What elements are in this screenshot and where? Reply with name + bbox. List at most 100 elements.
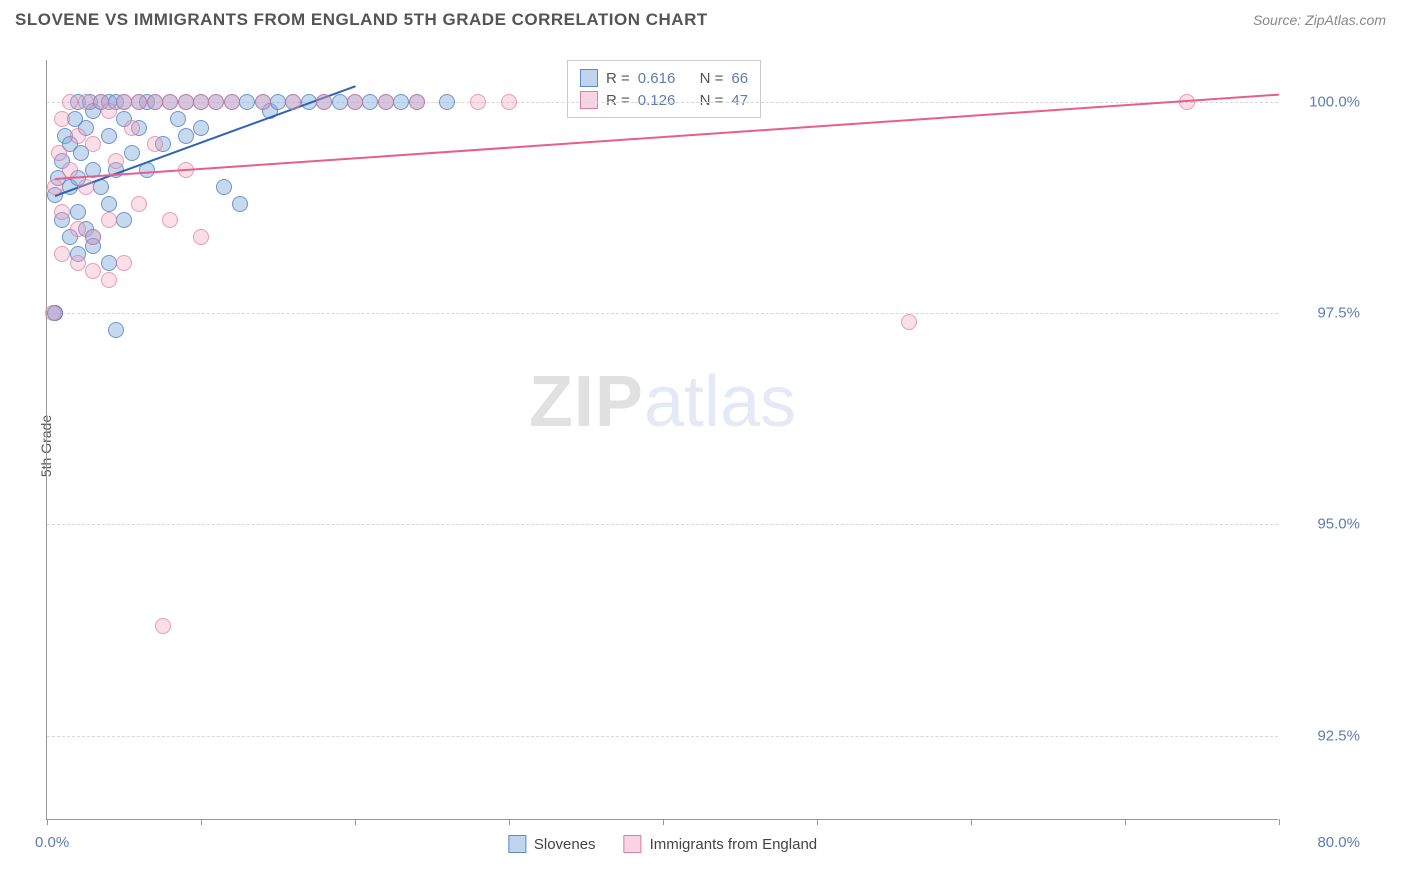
data-point — [116, 255, 132, 271]
data-point — [116, 94, 132, 110]
data-point — [193, 229, 209, 245]
data-point — [362, 94, 378, 110]
legend: Slovenes Immigrants from England — [508, 835, 817, 853]
data-point — [162, 212, 178, 228]
chart-source: Source: ZipAtlas.com — [1253, 12, 1386, 28]
data-point — [101, 196, 117, 212]
data-point — [101, 128, 117, 144]
watermark-zip: ZIP — [529, 362, 644, 442]
data-point — [116, 212, 132, 228]
gridline — [47, 524, 1278, 525]
scatter-chart: ZIPatlas R = 0.616 N = 66 R = 0.126 N = … — [46, 60, 1278, 820]
data-point — [178, 128, 194, 144]
y-tick-label: 100.0% — [1290, 94, 1360, 111]
source-prefix: Source: — [1253, 12, 1301, 28]
data-point — [131, 94, 147, 110]
data-point — [147, 94, 163, 110]
data-point — [147, 136, 163, 152]
n-label: N = — [700, 92, 724, 109]
legend-item-slovenes: Slovenes — [508, 835, 596, 853]
data-point — [78, 94, 94, 110]
data-point — [124, 145, 140, 161]
data-point — [193, 120, 209, 136]
data-point — [62, 162, 78, 178]
data-point — [70, 128, 86, 144]
stats-row-blue: R = 0.616 N = 66 — [580, 67, 748, 89]
data-point — [70, 221, 86, 237]
data-point — [85, 136, 101, 152]
data-point — [470, 94, 486, 110]
y-tick-label: 95.0% — [1290, 516, 1360, 533]
data-point — [332, 94, 348, 110]
swatch-blue-icon — [508, 835, 526, 853]
r-label: R = — [606, 92, 630, 109]
chart-header: SLOVENE VS IMMIGRANTS FROM ENGLAND 5TH G… — [0, 0, 1406, 35]
data-point — [108, 153, 124, 169]
watermark-atlas: atlas — [644, 362, 796, 442]
data-point — [85, 229, 101, 245]
data-point — [232, 196, 248, 212]
data-point — [124, 120, 140, 136]
data-point — [70, 255, 86, 271]
data-point — [285, 94, 301, 110]
data-point — [378, 94, 394, 110]
n-value: 47 — [731, 92, 748, 109]
data-point — [62, 94, 78, 110]
data-point — [170, 111, 186, 127]
stats-box: R = 0.616 N = 66 R = 0.126 N = 47 — [567, 60, 761, 118]
data-point — [316, 94, 332, 110]
data-point — [54, 204, 70, 220]
x-tick — [1125, 819, 1126, 825]
data-point — [162, 94, 178, 110]
y-tick-label: 92.5% — [1290, 727, 1360, 744]
data-point — [193, 94, 209, 110]
data-point — [54, 111, 70, 127]
r-value: 0.616 — [638, 70, 676, 87]
data-point — [216, 179, 232, 195]
data-point — [239, 94, 255, 110]
r-label: R = — [606, 70, 630, 87]
x-axis-min-label: 0.0% — [35, 834, 69, 851]
x-tick — [47, 819, 48, 825]
data-point — [224, 94, 240, 110]
data-point — [131, 196, 147, 212]
data-point — [85, 263, 101, 279]
gridline — [47, 736, 1278, 737]
data-point — [393, 94, 409, 110]
r-value: 0.126 — [638, 92, 676, 109]
data-point — [101, 255, 117, 271]
data-point — [78, 179, 94, 195]
data-point — [108, 322, 124, 338]
data-point — [501, 94, 517, 110]
x-tick — [509, 819, 510, 825]
n-label: N = — [700, 70, 724, 87]
x-tick — [663, 819, 664, 825]
legend-item-immigrants: Immigrants from England — [624, 835, 818, 853]
data-point — [409, 94, 425, 110]
data-point — [45, 305, 61, 321]
gridline — [47, 313, 1278, 314]
x-tick — [201, 819, 202, 825]
data-point — [101, 272, 117, 288]
data-point — [101, 103, 117, 119]
x-tick — [817, 819, 818, 825]
swatch-blue-icon — [580, 69, 598, 87]
data-point — [208, 94, 224, 110]
stats-row-pink: R = 0.126 N = 47 — [580, 89, 748, 111]
data-point — [255, 94, 271, 110]
x-tick — [355, 819, 356, 825]
data-point — [70, 204, 86, 220]
legend-label: Slovenes — [534, 836, 596, 853]
x-tick — [1279, 819, 1280, 825]
y-tick-label: 97.5% — [1290, 305, 1360, 322]
swatch-pink-icon — [580, 91, 598, 109]
data-point — [155, 618, 171, 634]
data-point — [178, 94, 194, 110]
data-point — [270, 94, 286, 110]
data-point — [347, 94, 363, 110]
data-point — [901, 314, 917, 330]
x-tick — [971, 819, 972, 825]
data-point — [51, 145, 67, 161]
data-point — [101, 212, 117, 228]
data-point — [47, 179, 63, 195]
